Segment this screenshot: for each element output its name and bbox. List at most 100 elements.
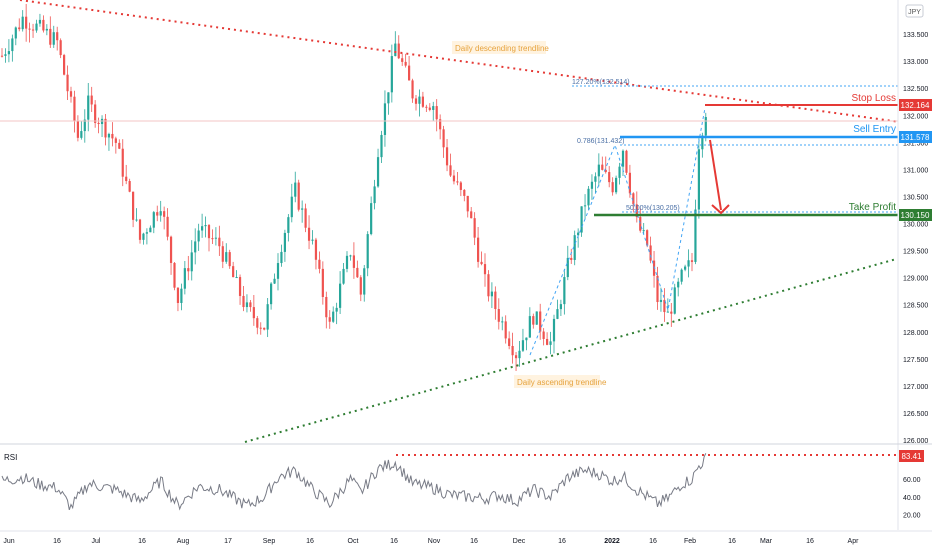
- candle: [294, 171, 297, 203]
- candle: [497, 298, 500, 330]
- candle: [273, 273, 276, 285]
- price-tick-label: 129.000: [903, 276, 928, 283]
- candle: [618, 162, 621, 185]
- candle: [625, 149, 628, 175]
- candle: [42, 15, 45, 33]
- candle: [583, 194, 587, 220]
- fib-786-label: 0.786(131.432): [577, 138, 624, 145]
- candle: [321, 261, 324, 305]
- candle: [463, 189, 466, 202]
- fib-ext-label: 127.20%(132.514): [572, 79, 630, 86]
- candle: [256, 315, 259, 335]
- rsi-value-tag: 83.41: [899, 450, 924, 462]
- svg-text:130.150: 130.150: [901, 211, 930, 220]
- candle: [666, 298, 669, 313]
- time-tick-label: 16: [649, 538, 657, 545]
- rsi-tick-labels: 20.00 40.00 60.00: [903, 477, 921, 519]
- price-tick-label: 131.500: [903, 140, 928, 147]
- candle: [0, 48, 4, 58]
- fib-50-label: 50.00%(130.205): [626, 205, 680, 212]
- candle: [266, 297, 269, 338]
- candle: [590, 174, 594, 200]
- price-tick-label: 126.000: [903, 438, 928, 445]
- candle: [373, 179, 376, 210]
- candle: [439, 114, 442, 140]
- candle: [556, 299, 559, 320]
- descending-annotation: Daily descending trendline: [452, 41, 549, 54]
- take-profit-tag: 130.150: [899, 209, 932, 221]
- time-tick-label: 16: [806, 538, 814, 545]
- candle: [304, 203, 307, 233]
- take-profit-label: Take Profit: [849, 202, 896, 213]
- candle: [197, 223, 200, 251]
- candle: [525, 337, 528, 351]
- fib-group: 127.20%(132.514) 0.786(131.432) 50.00%(1…: [529, 79, 898, 356]
- candle: [449, 153, 452, 177]
- candle: [211, 229, 214, 244]
- candle: [28, 22, 31, 43]
- rsi-tick-label: 40.00: [903, 495, 921, 502]
- candle: [166, 208, 169, 241]
- candle: [145, 228, 148, 245]
- time-tick-label: 16: [728, 538, 736, 545]
- candle: [125, 164, 128, 185]
- candle: [632, 192, 635, 213]
- candle: [66, 65, 69, 100]
- candle: [194, 228, 197, 265]
- time-tick-label: Mar: [760, 538, 773, 545]
- candle: [4, 48, 7, 63]
- candle: [218, 225, 221, 256]
- candle: [287, 214, 290, 242]
- candle: [480, 251, 483, 266]
- candle: [204, 216, 207, 238]
- rsi-tick-label: 60.00: [903, 477, 921, 484]
- candle: [132, 191, 135, 228]
- candle: [25, 3, 28, 42]
- time-tick-label: Feb: [684, 538, 696, 545]
- candle: [73, 90, 76, 133]
- candle: [697, 138, 700, 219]
- fib-swing-line: [529, 107, 706, 356]
- candle: [559, 299, 562, 316]
- candle: [659, 287, 663, 312]
- price-tick-label: 128.000: [903, 330, 928, 337]
- candle: [663, 288, 666, 322]
- candle: [297, 179, 300, 212]
- currency-badge: JPY: [905, 4, 924, 18]
- price-tick-label: 131.000: [903, 167, 928, 174]
- candle: [487, 270, 490, 302]
- time-tick-label: Dec: [513, 538, 526, 545]
- candle: [570, 248, 573, 264]
- candle: [335, 302, 338, 325]
- price-tick-label: 128.500: [903, 303, 928, 310]
- time-tick-label: 17: [224, 538, 232, 545]
- candle: [228, 249, 231, 269]
- candle: [470, 207, 473, 219]
- time-tick-labels: Jun 16 Jul 16 Aug 17 Sep 16 Oct 16 Nov 16 Dec 16 2022 1…: [3, 538, 859, 545]
- candle: [342, 262, 345, 285]
- candle: [311, 230, 314, 245]
- candle: [280, 244, 283, 267]
- candle: [387, 92, 390, 115]
- candle: [380, 130, 383, 163]
- candle: [328, 310, 331, 329]
- candle: [183, 260, 186, 295]
- time-tick-label: Oct: [348, 538, 359, 545]
- candle: [649, 236, 652, 264]
- time-tick-label: Nov: [428, 538, 441, 545]
- price-tick-labels: 126.000 126.500 127.000 127.500 128.000 128.5…: [903, 32, 928, 445]
- candle: [318, 251, 321, 274]
- candle: [376, 148, 380, 188]
- candle: [397, 35, 400, 60]
- candle: [687, 249, 690, 278]
- candle: [7, 39, 10, 63]
- ascending-annotation: Daily ascending trendline: [514, 375, 607, 388]
- price-tick-label: 133.500: [903, 32, 928, 39]
- candle: [587, 185, 590, 211]
- candle: [249, 299, 252, 312]
- candle: [694, 199, 697, 265]
- candle: [501, 316, 504, 331]
- candle: [187, 255, 190, 281]
- price-tick-label: 127.500: [903, 357, 928, 364]
